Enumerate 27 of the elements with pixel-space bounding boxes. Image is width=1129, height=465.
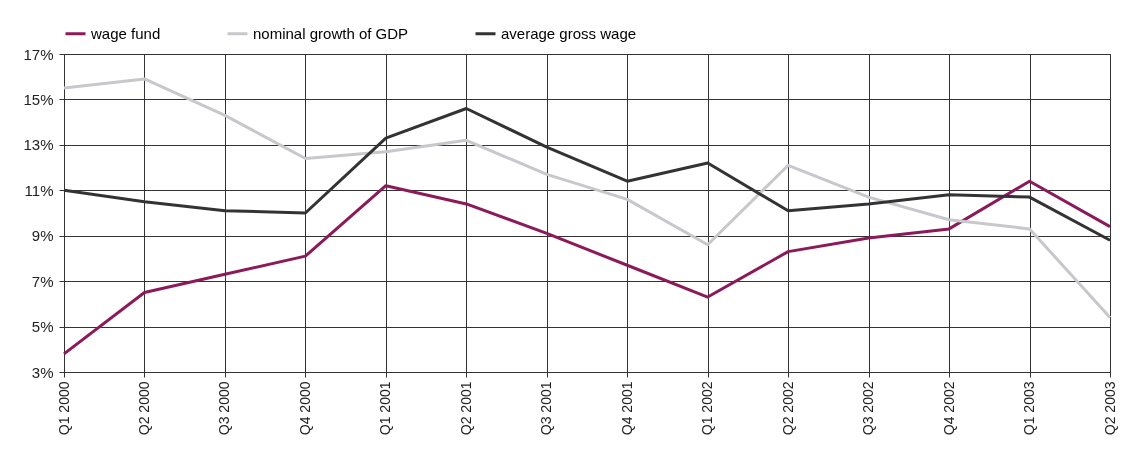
legend-label: average gross wage	[501, 24, 637, 42]
x-tick-label: Q2 2002	[779, 381, 796, 436]
x-tick-label: Q4 2000	[296, 381, 313, 436]
x-tick-label: Q2 2001	[457, 381, 474, 436]
y-tick-label: 11%	[24, 181, 54, 199]
x-tick-label: Q2 2003	[1101, 381, 1118, 436]
line-series	[62, 179, 1112, 356]
x-tick-label: Q1 2001	[377, 381, 394, 436]
x-tick-label: Q3 2000	[216, 381, 233, 436]
x-tick-label: Q4 2002	[940, 381, 957, 436]
y-tick-label: 9%	[31, 227, 54, 245]
x-tick-label: Q4 2001	[618, 381, 635, 436]
x-tick-label: Q3 2001	[538, 381, 555, 436]
x-tick-label: Q3 2002	[860, 381, 877, 436]
x-tick-label: Q1 2000	[55, 381, 72, 436]
y-tick-label: 3%	[31, 363, 54, 381]
legend-label: nominal growth of GDP	[253, 24, 409, 42]
y-tick-label: 13%	[23, 136, 54, 154]
line-series	[62, 77, 1112, 319]
y-tick-label: 15%	[23, 90, 54, 108]
y-tick-label: 17%	[23, 45, 54, 63]
y-tick-label: 5%	[31, 318, 54, 336]
legend-label: wage fund	[90, 24, 161, 42]
y-tick-label: 7%	[31, 272, 54, 290]
x-tick-label: Q1 2002	[699, 381, 716, 436]
x-tick-label: Q2 2000	[135, 381, 152, 436]
x-tick-label: Q1 2003	[1021, 381, 1038, 436]
